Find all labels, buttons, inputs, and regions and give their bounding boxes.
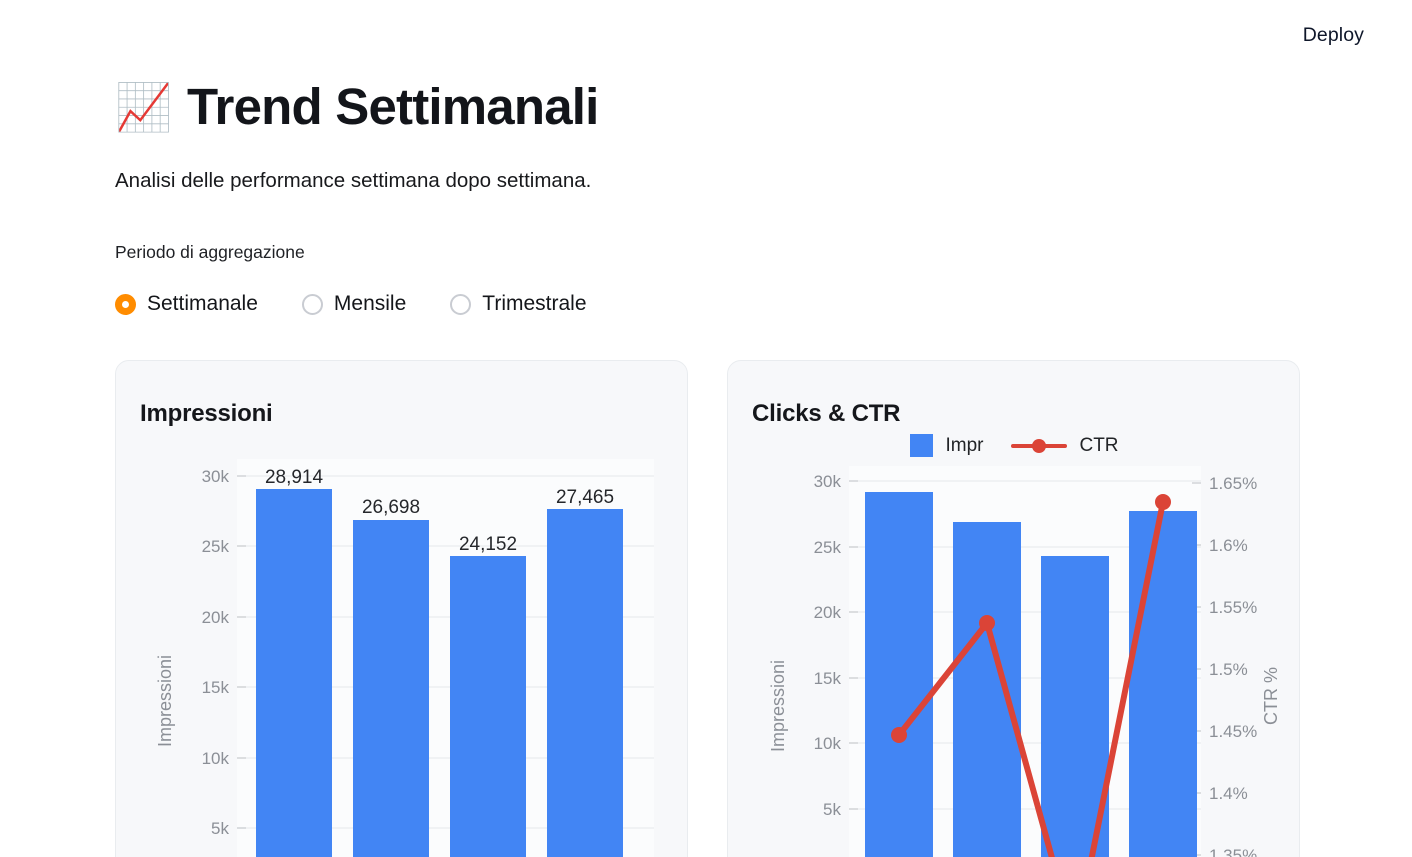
card-clicks-ctr: Clicks & CTR Impr CTR (727, 360, 1300, 857)
ctr-line[interactable] (896, 499, 1166, 857)
legend-item-ctr[interactable]: CTR (1011, 434, 1119, 457)
ytick-left-5k: 5k (823, 800, 841, 819)
card-title-clicks-ctr: Clicks & CTR (752, 400, 901, 427)
y-axis-left-tick-labels: 30k 25k 20k 15k 10k 5k (814, 472, 842, 819)
page-header: 📈 Trend Settimanali Analisi delle perfor… (115, 78, 1372, 193)
aggregation-period-label: Periodo di aggregazione (115, 242, 305, 262)
ctr-point-1[interactable] (891, 727, 907, 743)
y-axis-title: Impressioni (155, 655, 175, 747)
bar-1[interactable] (256, 489, 332, 857)
legend-label-impr: Impr (945, 434, 984, 456)
radio-label-settimanale: Settimanale (147, 292, 258, 315)
ytick-right-16: 1.6% (1209, 536, 1248, 555)
ytick-right-15: 1.5% (1209, 660, 1248, 679)
ytick-left-15k: 15k (814, 669, 842, 688)
radio-dot-trimestrale[interactable] (450, 293, 472, 315)
radio-dot-mensile[interactable] (301, 293, 323, 315)
ytick-25k: 25k (202, 537, 230, 556)
y-axis-tick-labels: 30k 25k 20k 15k 10k 5k (202, 467, 230, 838)
y-axis-right-tick-labels: 1.65% 1.6% 1.55% 1.5% 1.45% 1.4% 1.35% (1209, 474, 1257, 857)
page-subtitle: Analisi delle performance settimana dopo… (115, 169, 592, 192)
ytick-right-155: 1.55% (1209, 598, 1257, 617)
radio-option-trimestrale[interactable]: Trimestrale (450, 292, 587, 316)
bars[interactable] (256, 489, 623, 857)
y-tick-marks-left (849, 480, 858, 810)
bar-4[interactable] (1129, 511, 1197, 857)
ctr-line-series[interactable] (891, 494, 1171, 857)
deploy-button[interactable]: Deploy (1302, 23, 1364, 46)
ctr-point-4[interactable] (1155, 494, 1171, 510)
aggregation-period-radio-group[interactable]: Settimanale Mensile Trimestrale (115, 292, 631, 316)
bar-2[interactable] (953, 522, 1021, 857)
radio-label-mensile: Mensile (333, 292, 407, 315)
page-title: Trend Settimanali (187, 78, 599, 136)
chart-legend[interactable]: Impr CTR (728, 434, 1299, 457)
title-row: 📈 Trend Settimanali (115, 78, 1372, 136)
bar-value-labels: 28,914 26,698 24,152 27,465 (265, 467, 614, 555)
radio-dot-settimanale[interactable] (115, 293, 136, 315)
ytick-left-10k: 10k (814, 734, 842, 753)
ytick-5k: 5k (211, 819, 229, 838)
ytick-left-20k: 20k (814, 603, 842, 622)
card-impressioni: Impressioni (115, 360, 688, 857)
bar-2[interactable] (353, 520, 429, 857)
ytick-20k: 20k (202, 608, 230, 627)
clicks-ctr-combo-chart-svg[interactable]: 30k 25k 20k 15k 10k 5k 1.65% 1.6% 1.55% … (728, 361, 1300, 857)
legend-label-ctr: CTR (1079, 434, 1119, 456)
y-axis-left-title: Impressioni (768, 660, 788, 752)
bar-value-3: 24,152 (459, 534, 517, 555)
ytick-right-135: 1.35% (1209, 846, 1257, 857)
ytick-right-14: 1.4% (1209, 784, 1248, 803)
ytick-right-145: 1.45% (1209, 722, 1257, 741)
bar-4[interactable] (547, 509, 623, 857)
y-tick-marks (237, 475, 246, 829)
bar-3[interactable] (450, 556, 526, 857)
chart-clicks-ctr[interactable]: 30k 25k 20k 15k 10k 5k 1.65% 1.6% 1.55% … (728, 361, 1300, 857)
bar-value-4: 27,465 (556, 487, 614, 508)
impressioni-bar-chart-svg[interactable]: 30k 25k 20k 15k 10k 5k Impressioni (116, 361, 688, 857)
legend-swatch-impr-icon (910, 434, 934, 457)
bar-value-1: 28,914 (265, 467, 324, 488)
ctr-point-2[interactable] (979, 615, 995, 631)
ytick-right-165: 1.65% (1209, 474, 1257, 493)
chart-increasing-emoji-icon: 📈 (115, 81, 173, 133)
legend-swatch-ctr-icon (1011, 434, 1068, 457)
top-bar: Deploy (0, 0, 1412, 70)
card-title-impressioni: Impressioni (140, 400, 273, 427)
radio-option-mensile[interactable]: Mensile (301, 292, 407, 316)
legend-item-impr[interactable]: Impr (910, 434, 983, 457)
ytick-left-25k: 25k (814, 538, 842, 557)
ytick-10k: 10k (202, 749, 230, 768)
ytick-30k: 30k (202, 467, 230, 486)
chart-impressioni[interactable]: 30k 25k 20k 15k 10k 5k Impressioni (116, 361, 688, 857)
bar-3[interactable] (1041, 556, 1109, 857)
ytick-left-30k: 30k (814, 472, 842, 491)
bar-1[interactable] (865, 492, 933, 857)
radio-option-settimanale[interactable]: Settimanale (115, 292, 258, 316)
radio-label-trimestrale: Trimestrale (482, 292, 587, 315)
bar-value-2: 26,698 (362, 497, 420, 518)
bars[interactable] (865, 492, 1197, 857)
y-axis-right-title: CTR % (1261, 667, 1281, 725)
ytick-15k: 15k (202, 678, 230, 697)
